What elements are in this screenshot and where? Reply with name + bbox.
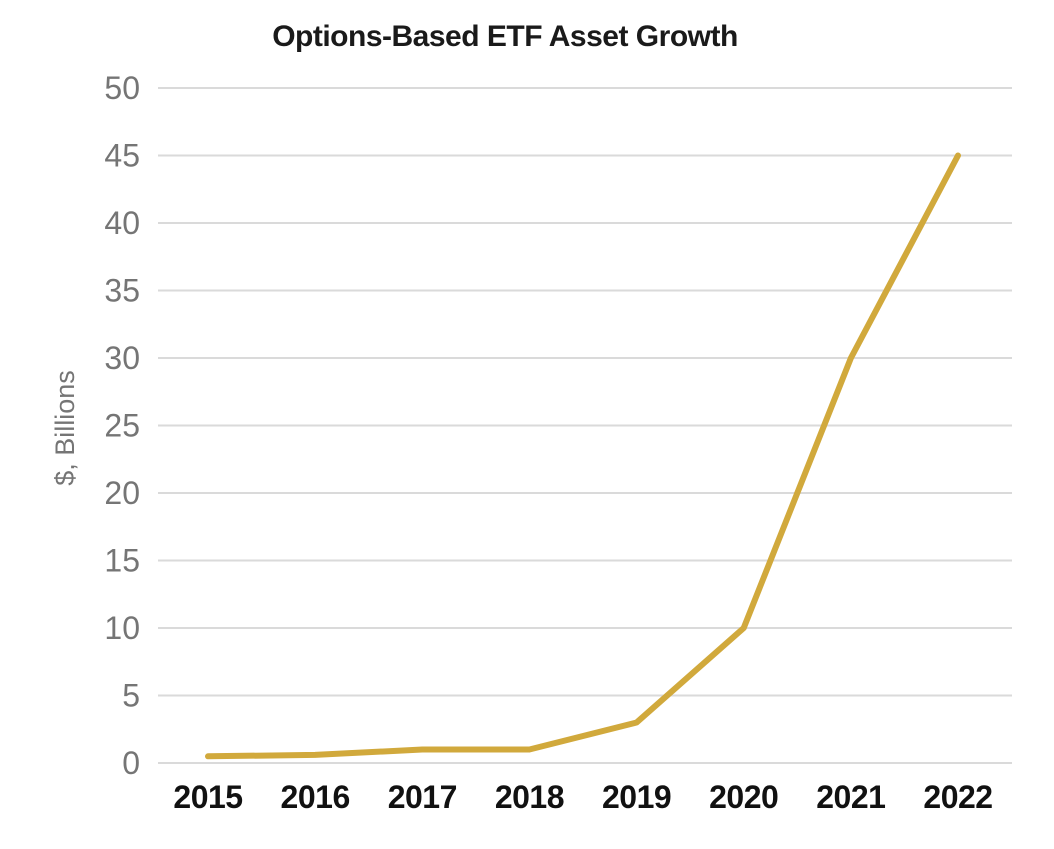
y-tick-label: 20 (104, 475, 140, 511)
y-tick-label: 10 (104, 610, 140, 646)
x-tick-label: 2018 (495, 779, 564, 815)
y-tick-label: 45 (104, 138, 140, 174)
y-tick-label: 40 (104, 205, 140, 241)
y-tick-label: 5 (122, 678, 140, 714)
y-tick-label: 15 (104, 543, 140, 579)
y-axis-tick-labels: 0 5 10 15 20 25 30 35 40 45 50 (104, 70, 140, 781)
x-tick-label: 2019 (602, 779, 671, 815)
x-axis-tick-labels: 2015 2016 2017 2018 2019 2020 2021 2022 (173, 779, 993, 815)
y-tick-label: 30 (104, 340, 140, 376)
y-axis-title: $, Billions (50, 370, 80, 486)
x-tick-label: 2022 (923, 779, 992, 815)
data-series-line (205, 152, 961, 760)
x-tick-label: 2016 (281, 779, 350, 815)
y-tick-label: 25 (104, 408, 140, 444)
x-tick-label: 2017 (388, 779, 457, 815)
x-tick-label: 2015 (173, 779, 242, 815)
x-tick-label: 2021 (816, 779, 885, 815)
y-tick-label: 0 (122, 745, 140, 781)
gridlines (158, 87, 1012, 764)
x-tick-label: 2020 (709, 779, 778, 815)
chart-title: Options-Based ETF Asset Growth (272, 20, 738, 53)
y-tick-label: 50 (104, 70, 140, 106)
y-tick-label: 35 (104, 273, 140, 309)
